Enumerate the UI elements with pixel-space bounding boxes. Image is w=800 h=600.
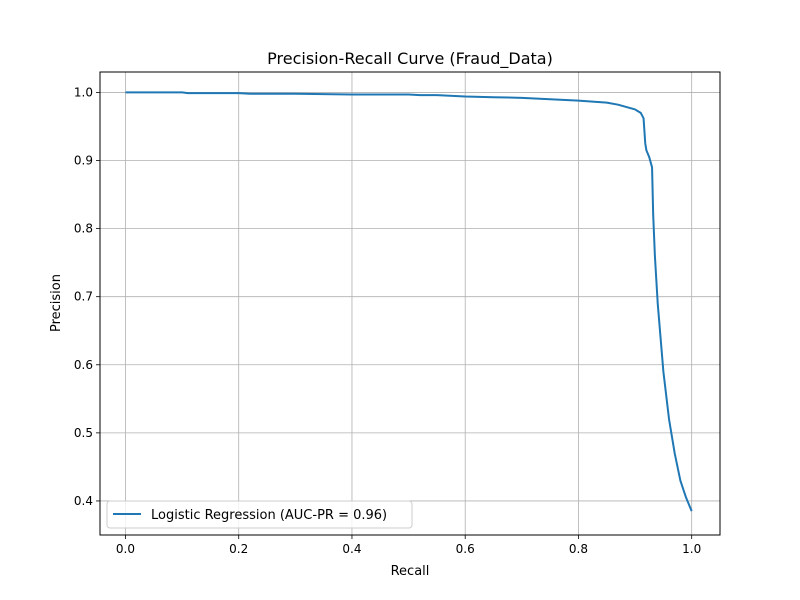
legend-label: Logistic Regression (AUC-PR = 0.96) xyxy=(151,508,387,523)
y-tick-label: 0.8 xyxy=(74,222,93,236)
legend-box xyxy=(106,500,413,529)
x-tick-label: 0.4 xyxy=(342,542,361,556)
x-tick-label: 0.8 xyxy=(569,542,588,556)
y-tick-label: 0.9 xyxy=(74,154,93,168)
x-tick-label: 0.6 xyxy=(456,542,475,556)
y-tick-label: 0.7 xyxy=(74,290,93,304)
plot-frame xyxy=(99,71,721,536)
x-tick-label: 1.0 xyxy=(682,542,701,556)
y-tick-label: 1.0 xyxy=(74,85,93,99)
y-tick-label: 0.6 xyxy=(74,358,93,372)
y-tick-label: 0.4 xyxy=(74,494,93,508)
series-layer xyxy=(125,91,693,512)
legend: Logistic Regression (AUC-PR = 0.96) xyxy=(106,500,413,529)
x-axis-ticks: 0.0 0.2 0.4 0.6 0.8 1.0 xyxy=(116,535,701,556)
pr-curve-line xyxy=(125,91,693,512)
grid-lines xyxy=(100,72,720,535)
y-axis-ticks: 0.4 0.5 0.6 0.7 0.8 0.9 1.0 xyxy=(74,85,100,508)
y-tick-label: 0.5 xyxy=(74,426,93,440)
x-tick-label: 0.2 xyxy=(229,542,248,556)
x-axis-label: Recall xyxy=(391,564,430,579)
y-axis-label: Precision xyxy=(49,274,64,332)
x-tick-label: 0.0 xyxy=(116,542,135,556)
chart-title: Precision-Recall Curve (Fraud_Data) xyxy=(267,49,553,69)
